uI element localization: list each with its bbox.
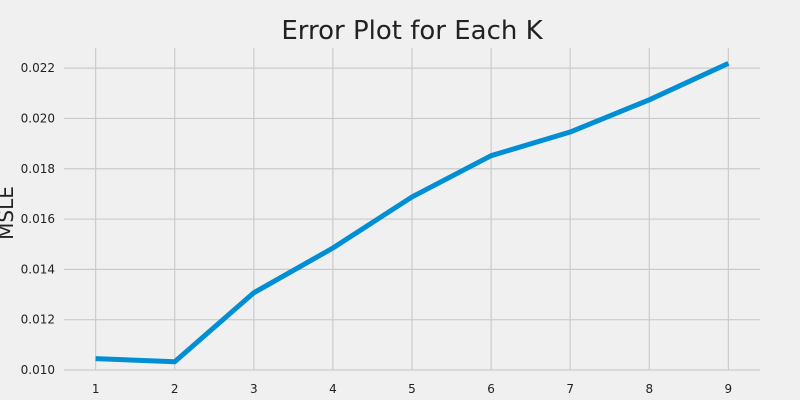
y-tick-label: 0.012: [21, 313, 55, 327]
x-tick-label: 2: [171, 382, 179, 396]
x-tick-label: 9: [725, 382, 733, 396]
x-tick-label: 6: [487, 382, 495, 396]
chart-title: Error Plot for Each K: [281, 16, 543, 46]
y-tick-label: 0.016: [21, 212, 55, 226]
y-tick-label: 0.022: [21, 61, 55, 75]
x-tick-label: 4: [329, 382, 337, 396]
x-tick-label: 5: [408, 382, 416, 396]
x-axis-ticks: 1 2 3 4 5 6 7 8 9: [92, 382, 732, 396]
x-tick-label: 8: [645, 382, 653, 396]
y-tick-label: 0.020: [21, 111, 55, 125]
y-tick-label: 0.018: [21, 162, 55, 176]
y-axis-ticks: 0.010 0.012 0.014 0.016 0.018 0.020 0.022: [21, 61, 55, 377]
series-layer: [95, 61, 730, 365]
x-tick-label: 1: [92, 382, 100, 396]
grid: [64, 48, 760, 371]
y-tick-label: 0.014: [21, 262, 55, 276]
y-tick-label: 0.010: [21, 363, 55, 377]
y-axis-label: MSLE: [0, 186, 18, 240]
x-tick-label: 7: [566, 382, 574, 396]
x-tick-label: 3: [250, 382, 258, 396]
